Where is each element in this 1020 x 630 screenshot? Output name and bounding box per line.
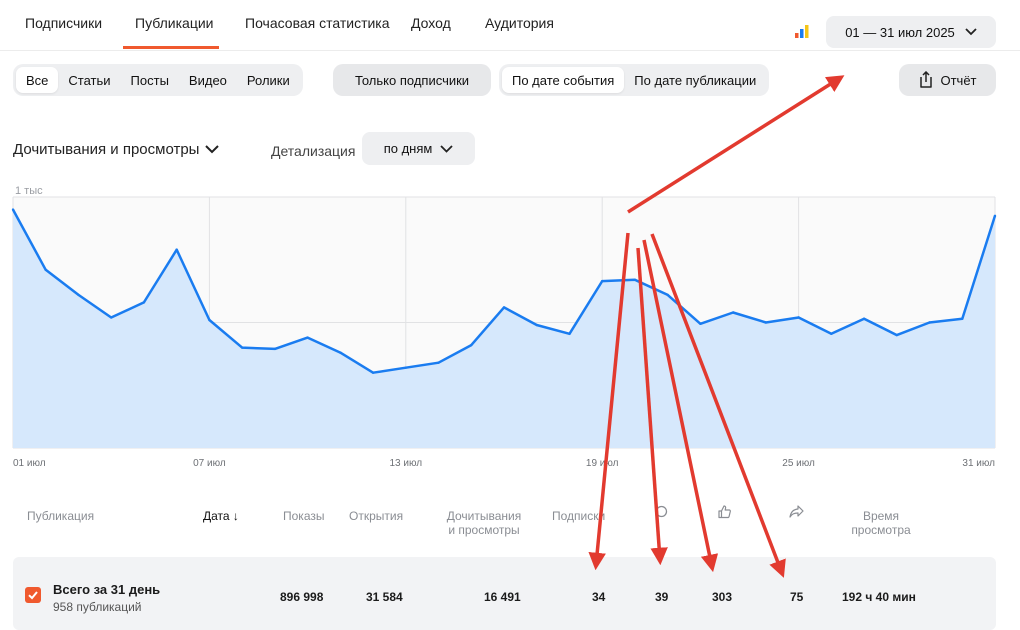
col-subs[interactable]: Подписки: [552, 509, 606, 523]
active-tab-indicator: [123, 46, 219, 49]
data-point: [993, 214, 997, 218]
total-reads: 16 491: [484, 590, 521, 604]
total-opens: 31 584: [366, 590, 403, 604]
x-tick-label: 19 июл: [586, 458, 619, 469]
col-view-time[interactable]: Время просмотра: [848, 509, 914, 537]
data-point: [764, 321, 768, 324]
data-point: [273, 347, 277, 351]
col-date-label: Дата: [203, 509, 230, 523]
data-point: [862, 317, 866, 320]
data-point: [797, 316, 800, 319]
data-point: [731, 311, 735, 314]
stats-bars-icon[interactable]: [794, 23, 810, 39]
data-point: [568, 332, 571, 335]
total-shows: 896 998: [280, 590, 324, 604]
comment-icon[interactable]: [655, 505, 668, 518]
data-point: [339, 351, 342, 354]
data-point: [44, 268, 47, 271]
col-reads[interactable]: Дочитывания и просмотры: [445, 509, 523, 537]
data-point: [633, 278, 637, 282]
data-point: [240, 346, 244, 349]
data-point: [208, 318, 211, 322]
data-point: [306, 336, 309, 339]
chevron-down-icon: [205, 145, 220, 154]
data-point: [175, 248, 178, 251]
data-point: [470, 343, 473, 347]
total-title: Всего за 31 день: [53, 582, 161, 597]
type-filter-group: Все Статьи Посты Видео Ролики: [13, 64, 303, 96]
data-point: [666, 293, 669, 297]
filter-posts[interactable]: Посты: [130, 72, 169, 88]
data-point: [77, 293, 80, 297]
total-row: [13, 557, 996, 630]
data-point: [895, 333, 898, 337]
tab-subscribers[interactable]: Подписчики: [25, 15, 103, 31]
tab-publications[interactable]: Публикации: [135, 15, 214, 31]
total-comments: 39: [655, 590, 669, 604]
data-point: [699, 322, 702, 325]
total-view-time: 192 ч 40 мин: [842, 590, 916, 604]
tab-income[interactable]: Доход: [411, 15, 451, 31]
col-opens[interactable]: Открытия: [349, 509, 404, 523]
data-point: [535, 323, 538, 327]
col-date[interactable]: Дата ↓: [203, 509, 239, 523]
share-icon[interactable]: [789, 505, 804, 518]
metric-selector[interactable]: Дочитывания и просмотры: [13, 141, 220, 158]
col-publication[interactable]: Публикация: [27, 509, 95, 523]
total-likes: 303: [712, 590, 733, 604]
data-point: [11, 208, 15, 211]
filter-articles[interactable]: Статьи: [68, 72, 111, 88]
x-tick-label: 13 июл: [389, 458, 422, 469]
check-icon: [28, 591, 38, 600]
report-label: Отчёт: [940, 72, 977, 88]
detail-value: по дням: [383, 141, 433, 156]
chevron-down-icon: [965, 28, 977, 36]
col-reads-line2: и просмотры: [448, 523, 520, 537]
y-tick-label: 1 тыс: [15, 185, 43, 197]
data-point: [928, 321, 931, 324]
date-mode-event[interactable]: По дате события: [502, 67, 625, 93]
data-point: [142, 301, 146, 304]
report-button[interactable]: Отчёт: [899, 64, 996, 96]
date-mode-publication[interactable]: По дате публикации: [634, 72, 757, 88]
like-icon[interactable]: [717, 504, 732, 519]
metric-title: Дочитывания и просмотры: [13, 141, 200, 158]
subscribers-only-toggle[interactable]: Только подписчики: [333, 64, 491, 96]
total-subs: 34: [592, 590, 606, 604]
data-point: [110, 316, 113, 319]
x-tick-label: 25 июл: [782, 458, 815, 469]
data-point: [371, 371, 375, 374]
data-point: [601, 279, 604, 283]
tab-audience[interactable]: Аудитория: [485, 15, 554, 31]
top-tabs: Подписчики Публикации Почасовая статисти…: [0, 0, 1020, 51]
data-point: [404, 366, 407, 369]
date-mode-group: По дате события По дате публикации: [499, 64, 770, 96]
detail-dropdown[interactable]: по дням: [362, 132, 475, 165]
col-time-line1: Время: [862, 509, 900, 523]
col-reads-line1: Дочитывания: [446, 509, 522, 523]
date-range-button[interactable]: 01 — 31 июл 2025: [826, 16, 996, 48]
x-tick-label: 31 июл: [962, 458, 995, 469]
data-point: [830, 332, 833, 335]
total-subtitle: 958 публикаций: [53, 600, 142, 614]
x-tick-label: 01 июл: [13, 458, 46, 469]
col-shows[interactable]: Показы: [283, 509, 325, 523]
x-tick-label: 07 июл: [193, 458, 226, 469]
export-icon: [920, 71, 933, 88]
data-point: [502, 306, 506, 309]
chevron-down-icon: [440, 144, 453, 153]
select-all-checkbox[interactable]: [25, 587, 41, 603]
date-range-label: 01 — 31 июл 2025: [845, 24, 955, 40]
filter-shorts[interactable]: Ролики: [246, 72, 290, 88]
filter-all[interactable]: Все: [16, 67, 59, 93]
data-point: [437, 361, 440, 364]
col-time-line2: просмотра: [851, 523, 911, 537]
tab-hourly-stats[interactable]: Почасовая статистика: [245, 15, 390, 31]
detail-label: Детализация: [271, 143, 356, 159]
data-point: [961, 317, 964, 320]
total-shares: 75: [790, 590, 804, 604]
sort-arrow-icon: ↓: [232, 509, 239, 523]
filter-video[interactable]: Видео: [188, 72, 227, 88]
